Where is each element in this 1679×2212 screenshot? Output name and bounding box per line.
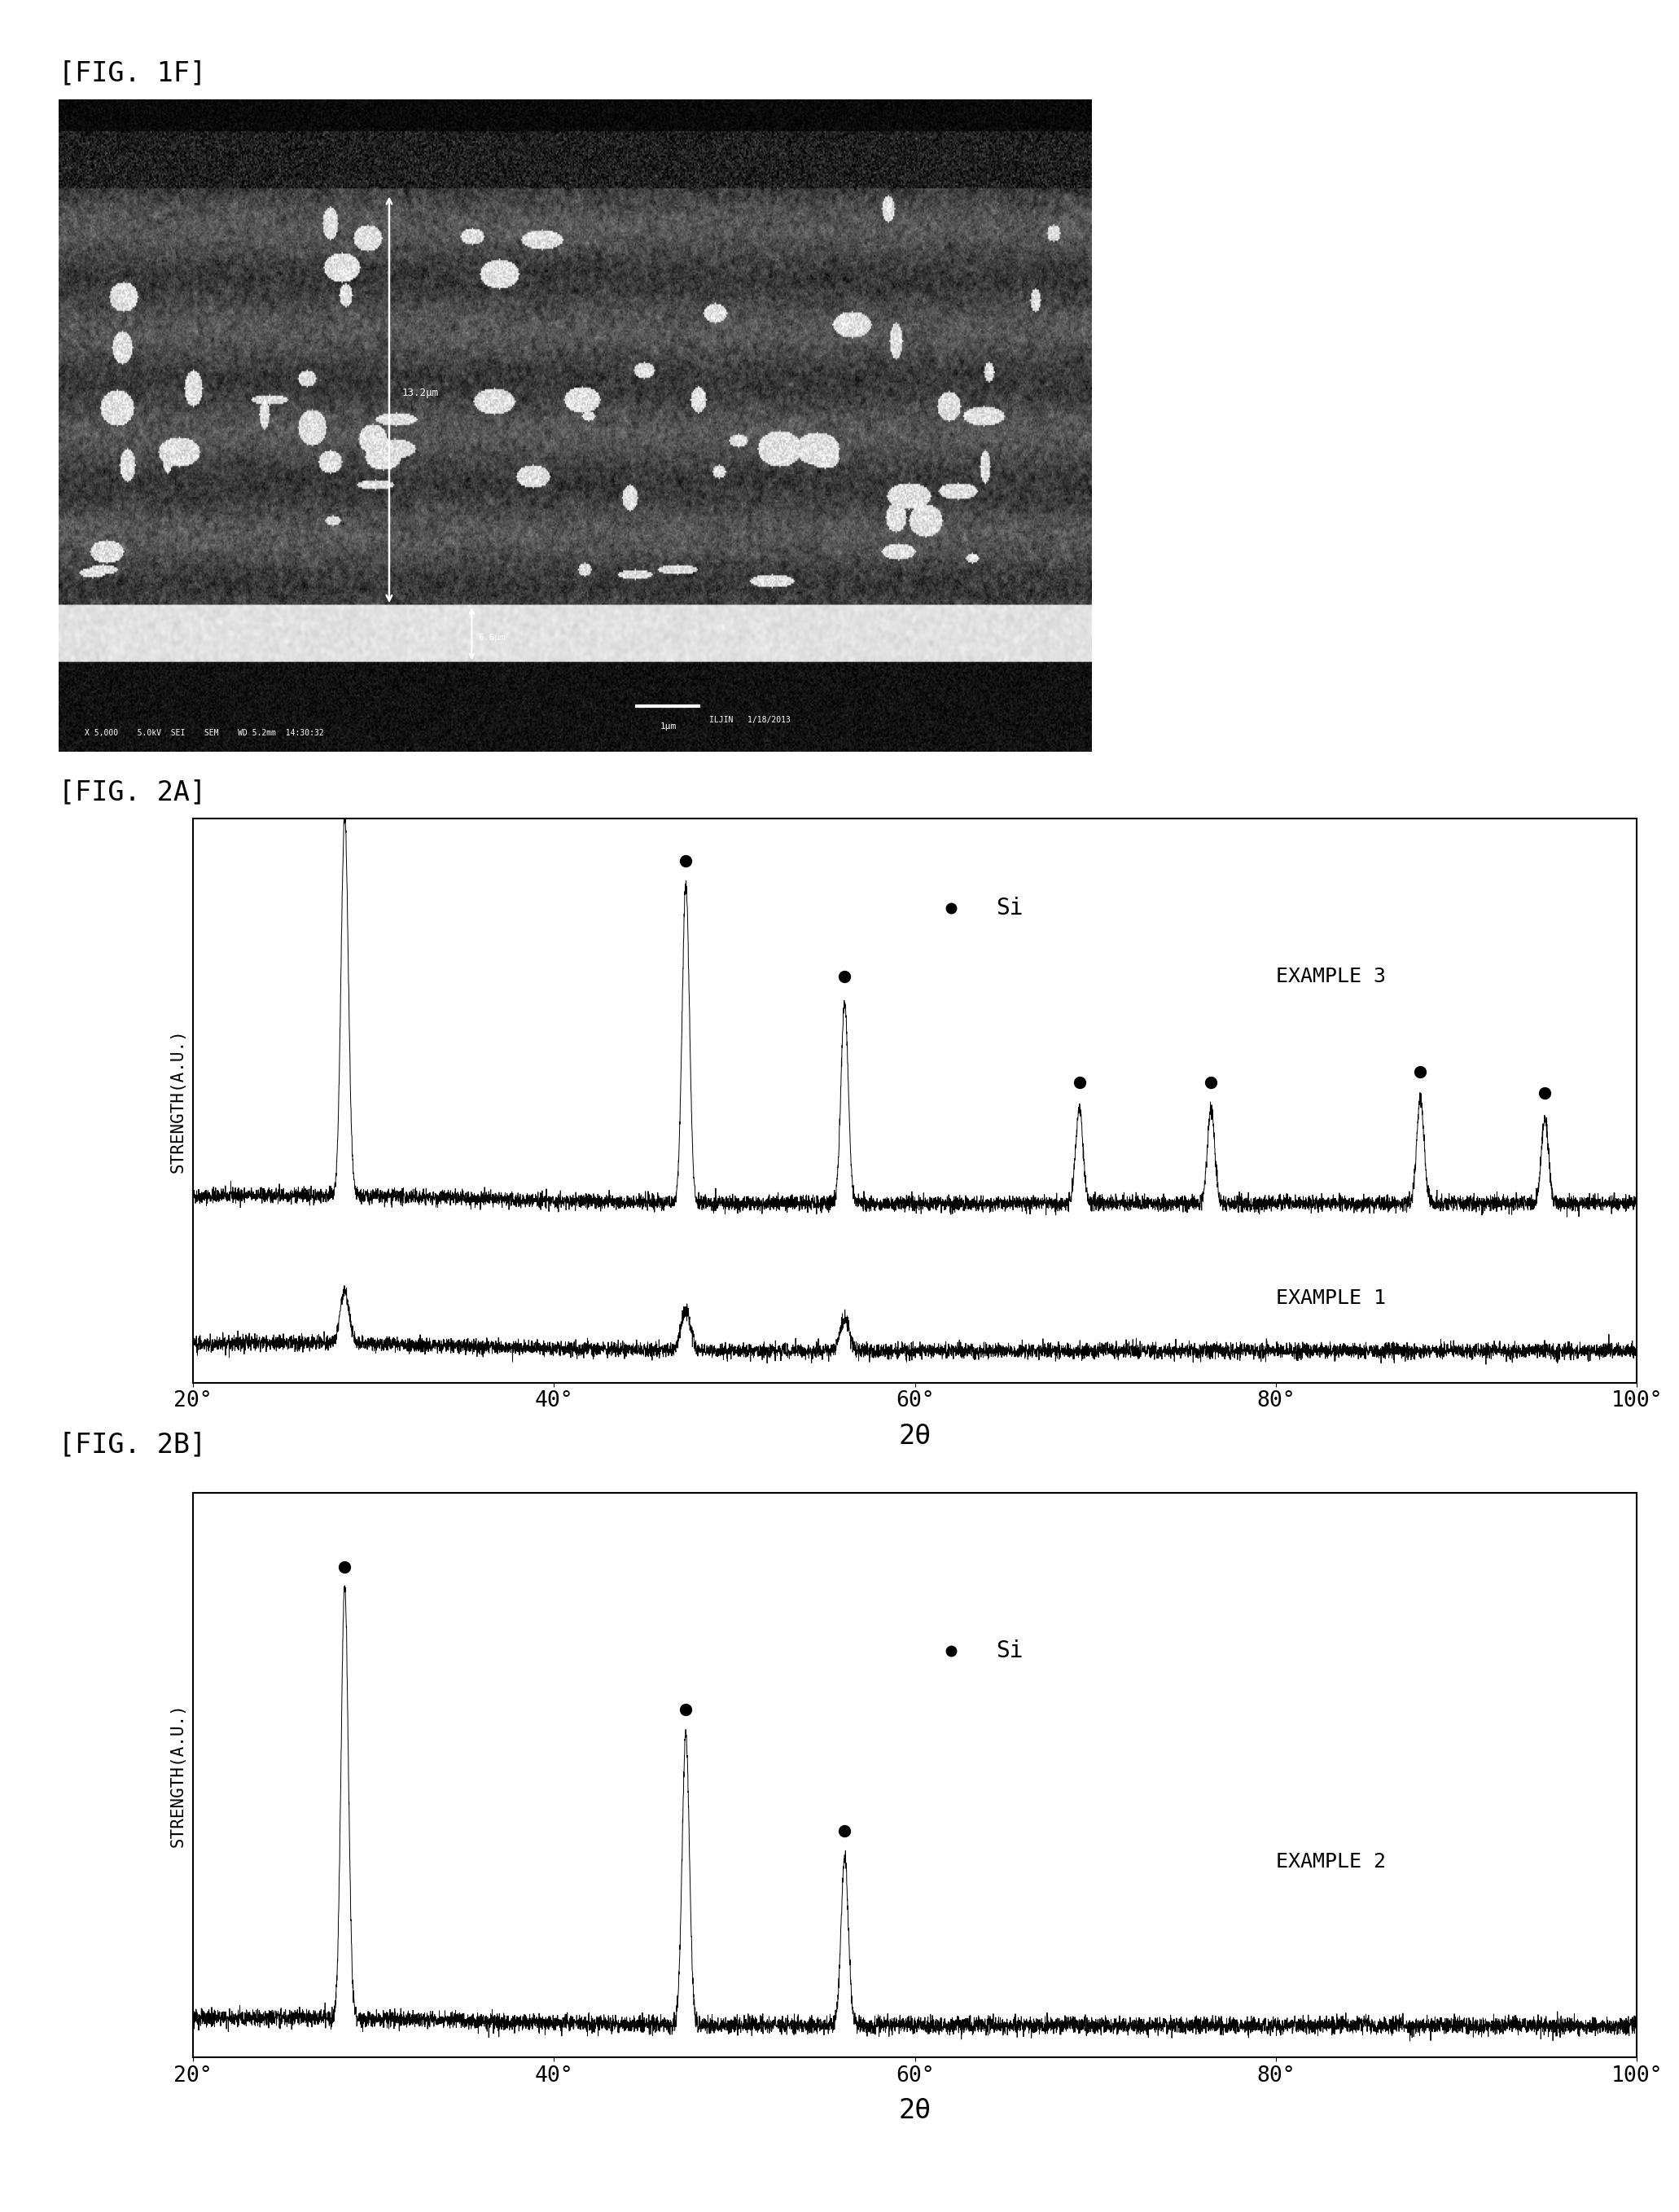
Text: [FIG. 1F]: [FIG. 1F] xyxy=(59,60,207,86)
X-axis label: 2θ: 2θ xyxy=(898,1422,932,1449)
Text: Si: Si xyxy=(996,896,1024,920)
Text: [FIG. 2A]: [FIG. 2A] xyxy=(59,779,207,805)
Text: 6.6μm: 6.6μm xyxy=(479,635,505,641)
Text: ILJIN   1/18/2013: ILJIN 1/18/2013 xyxy=(709,717,791,723)
Text: 13.2μm: 13.2μm xyxy=(401,387,438,398)
X-axis label: 2θ: 2θ xyxy=(898,2097,932,2124)
Text: EXAMPLE 2: EXAMPLE 2 xyxy=(1276,1851,1385,1871)
Text: [FIG. 2B]: [FIG. 2B] xyxy=(59,1431,207,1458)
Text: Si: Si xyxy=(996,1639,1024,1663)
Text: EXAMPLE 3: EXAMPLE 3 xyxy=(1276,967,1385,987)
Text: EXAMPLE 1: EXAMPLE 1 xyxy=(1276,1287,1385,1307)
Y-axis label: STRENGTH(A.U.): STRENGTH(A.U.) xyxy=(170,1703,186,1847)
Text: X 5,000    5.0kV  SEI    SEM    WD 5.2mm  14:30:32: X 5,000 5.0kV SEI SEM WD 5.2mm 14:30:32 xyxy=(84,730,324,737)
Text: 1μm: 1μm xyxy=(660,723,677,730)
Y-axis label: STRENGTH(A.U.): STRENGTH(A.U.) xyxy=(170,1029,186,1172)
